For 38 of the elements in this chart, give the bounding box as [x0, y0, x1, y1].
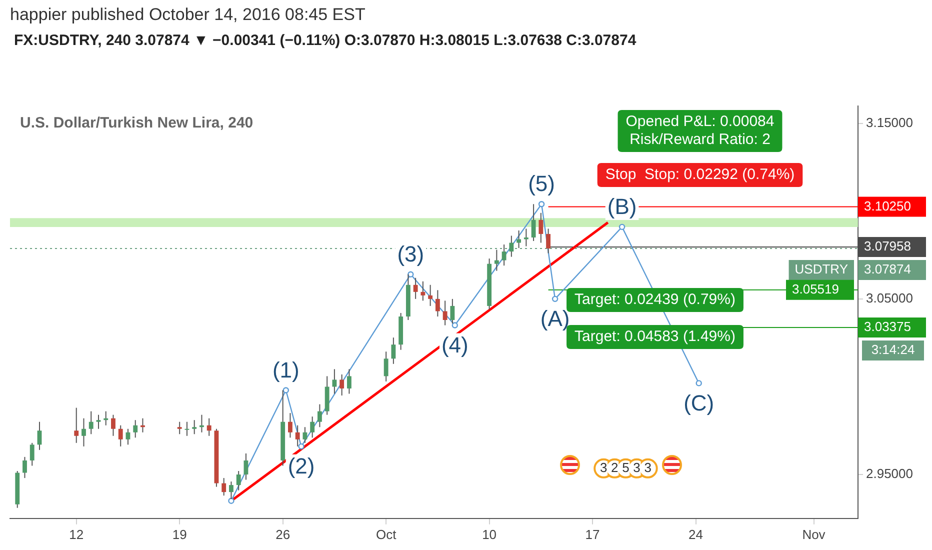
x-tick-label: 24 [688, 526, 704, 542]
annotation: USDTRY [794, 262, 848, 277]
annotation: Opened P&L: 0.00084 Risk/Reward Ratio: 2 [626, 113, 774, 148]
x-tick-label: 10 [482, 526, 497, 542]
y-tick-label: 3.05000 [866, 290, 913, 306]
ref-line-label: 3.07874 [864, 262, 911, 277]
x-tick-label: 12 [69, 526, 84, 542]
annotation: 3 [633, 460, 640, 475]
x-tick-label: 17 [585, 526, 600, 542]
y-tick-label: 3.15000 [866, 114, 913, 130]
ref-line-label: 3.05519 [792, 281, 839, 296]
annotation: (C) [684, 390, 714, 416]
annotation: (5) [528, 171, 555, 196]
ref-line-label: 3.10250 [864, 198, 911, 214]
annotation: 3 [644, 460, 652, 475]
annotation: (A) [540, 306, 570, 331]
x-tick-label: 19 [172, 526, 187, 542]
annotation: (3) [397, 241, 424, 266]
x-tick-label: 26 [276, 526, 290, 542]
text: happier published October 14, 2016 08:45 EST [10, 5, 366, 25]
annotation: Target: 0.04583 (1.49%) [574, 328, 736, 346]
annotation: (1) [272, 357, 300, 382]
annotation: 2 [611, 460, 618, 475]
annotation: Target: 0.02439 (0.79%) [574, 291, 736, 308]
chart-subtitle: FX:USDTRY, 240 3.07874 ▼ −0.00341 (−0.11%) O:3.07870 H:3.08015 L:3.07638 C:3.07874 [14, 32, 636, 49]
y-tick-label: 2.95000 [866, 466, 913, 482]
x-tick-label: Oct [376, 526, 397, 542]
ref-line-label: 3.07958 [864, 238, 911, 254]
text: 3:14:24 [871, 342, 915, 358]
annotation: Stop Stop: 0.02292 (0.74%) [605, 166, 795, 184]
annotation: (2) [288, 453, 315, 478]
annotation: 5 [622, 460, 630, 475]
text: U.S. Dollar/Turkish New Lira, 240 [20, 114, 254, 132]
x-tick-label: Nov [802, 526, 826, 542]
annotation: (B) [607, 194, 637, 220]
ref-line-label: 3.03375 [864, 319, 911, 334]
annotation: (4) [441, 332, 468, 358]
annotation: 3 [600, 460, 608, 475]
